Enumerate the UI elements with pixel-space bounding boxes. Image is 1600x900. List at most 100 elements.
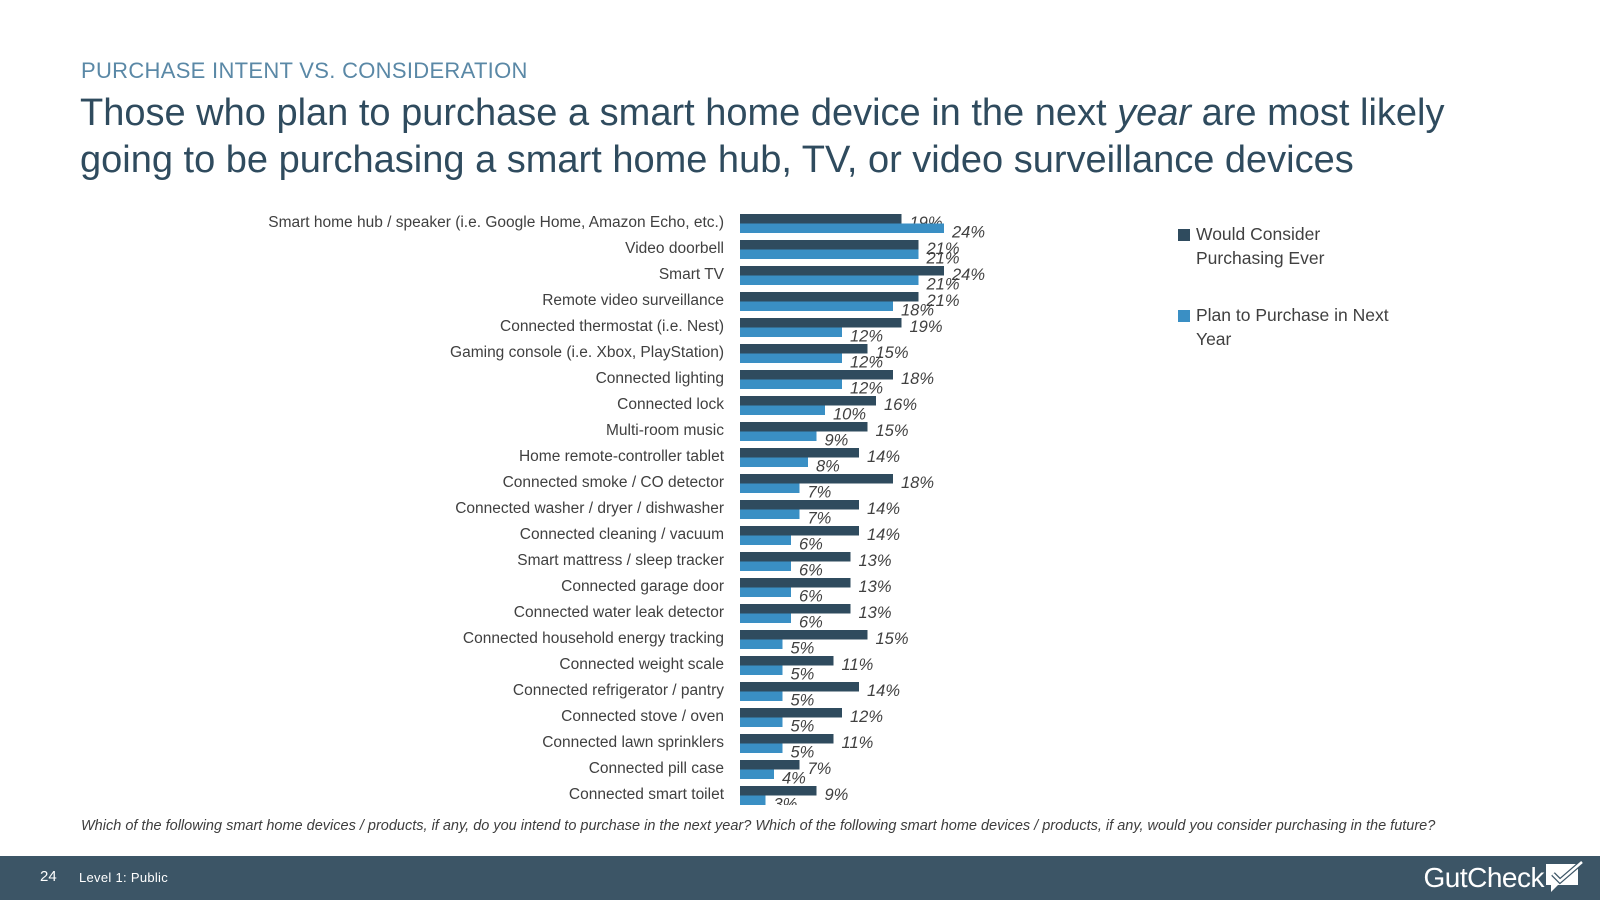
legend-label: Plan to Purchase in Next Year xyxy=(1196,305,1389,349)
gutcheck-logo: GutCheck xyxy=(1424,860,1587,896)
category-label: Gaming console (i.e. Xbox, PlayStation) xyxy=(450,344,724,361)
data-label-plan: 5% xyxy=(791,744,815,762)
data-label-plan: 21% xyxy=(926,276,960,294)
legend-label: Would Consider Purchasing Ever xyxy=(1196,224,1325,268)
bar-consider xyxy=(740,526,859,536)
data-label-plan: 18% xyxy=(901,302,934,320)
bar-plan xyxy=(740,483,800,493)
category-label: Multi-room music xyxy=(606,422,724,439)
bar-consider xyxy=(740,396,876,406)
data-label-consider: 14% xyxy=(867,526,900,544)
category-label: Connected garage door xyxy=(561,578,724,595)
headline-emphasis: year xyxy=(1117,92,1192,134)
bar-consider xyxy=(740,786,817,796)
data-label-consider: 19% xyxy=(910,318,943,336)
bar-consider xyxy=(740,318,902,328)
data-label-consider: 21% xyxy=(926,292,960,310)
bar-plan xyxy=(740,405,825,415)
bar-consider xyxy=(740,760,800,770)
bar-plan xyxy=(740,743,783,753)
category-label: Smart home hub / speaker (i.e. Google Ho… xyxy=(268,214,724,231)
category-label: Connected lawn sprinklers xyxy=(542,734,724,751)
category-label: Connected weight scale xyxy=(559,656,724,673)
category-label: Connected water leak detector xyxy=(514,604,724,621)
bar-consider xyxy=(740,708,842,718)
category-label: Connected smoke / CO detector xyxy=(503,474,724,491)
category-label: Connected stove / oven xyxy=(561,708,724,725)
bar-consider xyxy=(740,656,834,666)
data-label-consider: 16% xyxy=(884,396,917,414)
category-label: Home remote-controller tablet xyxy=(519,448,725,465)
category-label: Smart TV xyxy=(659,266,725,283)
classification-label: Level 1: Public xyxy=(79,870,169,885)
legend-swatch xyxy=(1178,229,1190,241)
bar-consider xyxy=(740,604,851,614)
data-label-consider: 14% xyxy=(867,500,900,518)
data-label-consider: 13% xyxy=(859,604,892,622)
bar-consider xyxy=(740,266,944,276)
category-label: Connected household energy tracking xyxy=(463,630,724,647)
data-label-consider: 18% xyxy=(901,474,934,492)
bar-plan xyxy=(740,613,791,623)
category-label: Remote video surveillance xyxy=(542,292,724,309)
bar-consider xyxy=(740,682,859,692)
data-label-consider: 13% xyxy=(859,552,892,570)
bar-consider xyxy=(740,370,893,380)
headline-part2: are most likely going to be purchasing a… xyxy=(80,92,1445,181)
bar-plan xyxy=(740,795,766,805)
data-label-plan: 7% xyxy=(808,510,832,528)
logo-text: GutCheck xyxy=(1423,862,1545,893)
bar-plan xyxy=(740,275,919,285)
data-label-plan: 9% xyxy=(825,432,849,450)
data-label-plan: 6% xyxy=(799,536,823,554)
bar-plan xyxy=(740,717,783,727)
legend-swatch xyxy=(1178,310,1190,322)
headline-part1: Those who plan to purchase a smart home … xyxy=(80,92,1118,134)
category-label: Connected refrigerator / pantry xyxy=(513,682,724,699)
data-label-consider: 9% xyxy=(825,786,849,804)
data-label-plan: 6% xyxy=(799,614,823,632)
bar-consider xyxy=(740,292,919,302)
bar-consider xyxy=(740,734,834,744)
data-label-consider: 15% xyxy=(876,422,909,440)
bar-plan xyxy=(740,769,774,779)
data-label-plan: 5% xyxy=(791,692,815,710)
bar-chart: Smart home hub / speaker (i.e. Google Ho… xyxy=(268,214,1389,806)
page-title: Those who plan to purchase a smart home … xyxy=(80,90,1540,184)
data-label-plan: 5% xyxy=(791,718,815,736)
bar-plan xyxy=(740,379,842,389)
data-label-consider: 7% xyxy=(808,760,832,778)
bar-consider xyxy=(740,578,851,588)
bar-plan xyxy=(740,249,919,259)
data-label-consider: 24% xyxy=(951,266,985,284)
footer-bar: 24 Level 1: Public GutCheck xyxy=(0,856,1600,900)
bar-plan xyxy=(740,223,944,233)
data-label-consider: 15% xyxy=(876,344,909,362)
data-label-plan: 5% xyxy=(791,666,815,684)
page-number: 24 xyxy=(40,868,57,885)
data-label-plan: 4% xyxy=(782,770,806,788)
data-label-plan: 8% xyxy=(816,458,840,476)
bar-consider xyxy=(740,240,919,250)
bar-consider xyxy=(740,474,893,484)
category-label: Connected washer / dryer / dishwasher xyxy=(455,500,724,517)
data-label-consider: 14% xyxy=(867,448,900,466)
chat-check-icon xyxy=(1546,861,1584,892)
data-label-plan: 12% xyxy=(850,328,883,346)
data-label-consider: 11% xyxy=(842,656,874,674)
category-label: Connected thermostat (i.e. Nest) xyxy=(500,318,724,335)
data-label-consider: 14% xyxy=(867,682,900,700)
bar-plan xyxy=(740,587,791,597)
data-label-plan: 6% xyxy=(799,588,823,606)
category-label: Connected lock xyxy=(617,396,724,413)
survey-question-footnote: Which of the following smart home device… xyxy=(81,818,1436,834)
data-label-plan: 3% xyxy=(774,796,798,806)
data-label-plan: 12% xyxy=(850,380,883,398)
data-label-consider: 15% xyxy=(876,630,909,648)
bar-plan xyxy=(740,327,842,337)
bar-plan xyxy=(740,665,783,675)
data-label-plan: 6% xyxy=(799,562,823,580)
data-label-consider: 13% xyxy=(859,578,892,596)
data-label-consider: 11% xyxy=(842,734,874,752)
bar-plan xyxy=(740,691,783,701)
